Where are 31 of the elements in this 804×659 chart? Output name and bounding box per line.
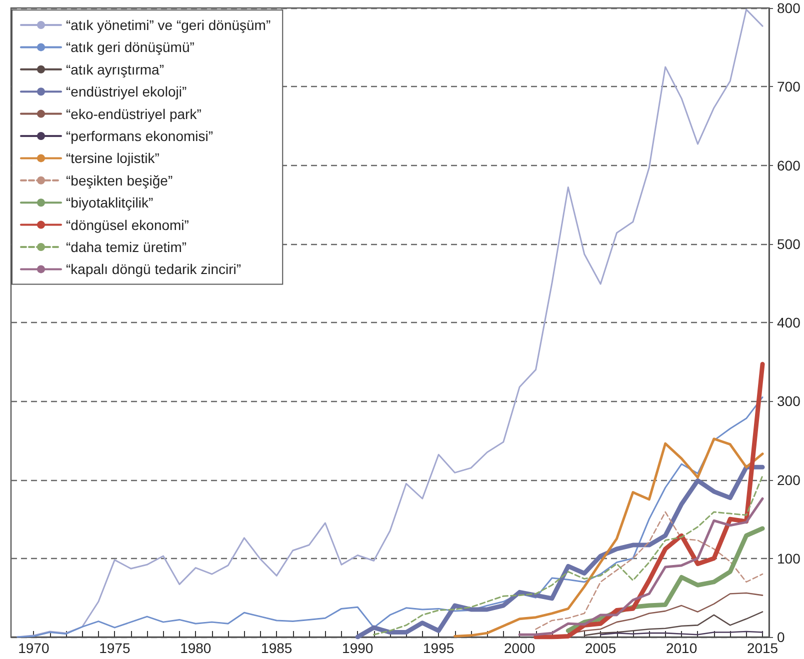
x-tick-label: 2015 [746,640,778,656]
legend-label: “atık geri dönüşümü” [66,39,195,56]
y-tick-label: 400 [777,314,801,330]
y-tick-label: 600 [777,157,801,174]
y-tick-label: 200 [777,472,801,488]
x-tick-label: 1980 [180,640,212,656]
y-tick-label: 100 [777,550,801,566]
legend-label: “kapalı döngü tedarik zinciri” [66,261,242,278]
x-tick-label: 1975 [99,640,130,656]
x-tick-label: 1990 [342,640,374,656]
legend-label: “atık yönetimi” ve “geri dönüşüm” [66,17,271,33]
legend-label: “endüstriyel ekoloji” [66,84,187,100]
y-tick-label: 700 [777,78,801,95]
legend-label: “eko-endüstriyel park” [66,106,202,122]
legend-label: “tersine lojistik” [66,150,160,166]
x-tick-label: 2000 [504,640,536,656]
y-tick-label: 0 [777,629,785,645]
y-tick-label: 500 [777,236,801,252]
legend-label: “daha temiz üretim” [66,239,187,255]
legend-label: “performans ekonomisi” [66,128,214,144]
x-tick-label: 2010 [666,640,698,656]
legend-label: “döngüsel ekonomi” [66,216,190,233]
x-tick-label: 1970 [18,640,50,656]
y-tick-label: 300 [777,393,801,410]
legend-label: “biyotaklitçilik” [66,194,154,211]
x-tick-label: 1995 [423,640,454,656]
x-tick-label: 2005 [584,640,616,656]
legend-label: “atık ayrıştırma” [66,61,164,78]
legend-label: “beşikten beşiğe” [66,172,173,188]
x-tick-label: 1985 [261,640,292,656]
y-tick-label: 800 [777,0,801,16]
